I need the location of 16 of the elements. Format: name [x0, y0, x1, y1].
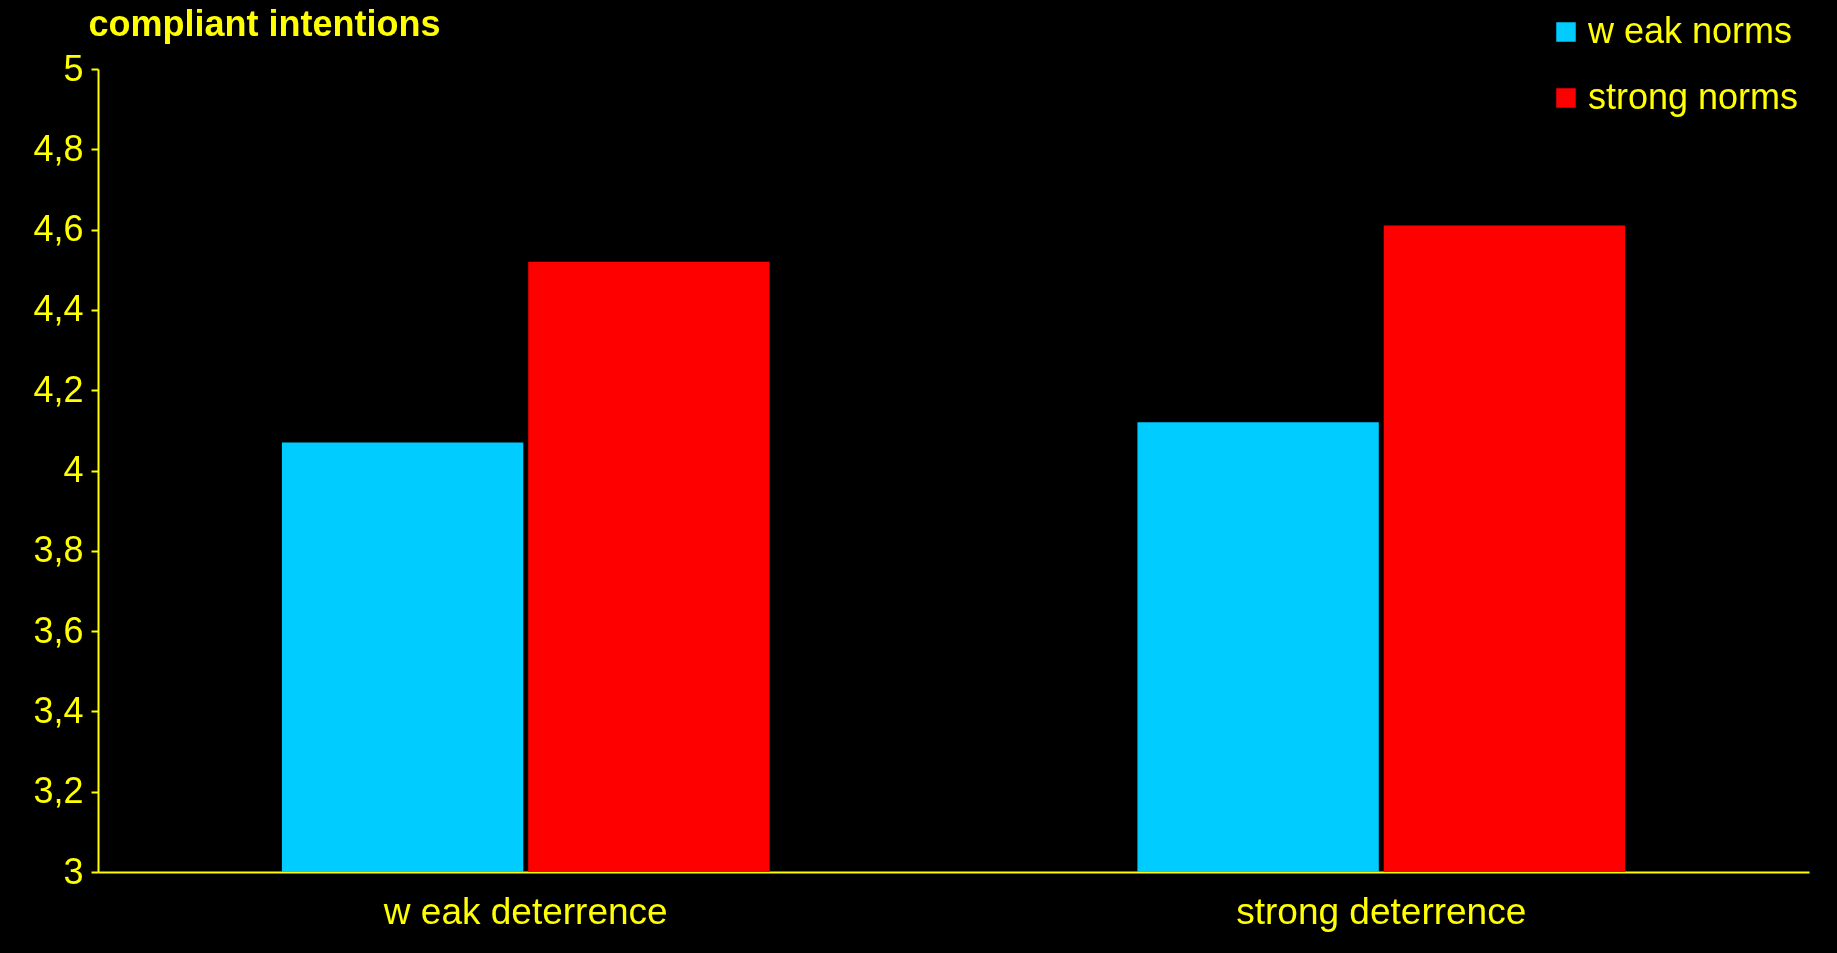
y-tick-label: 4,6	[33, 208, 84, 250]
y-tick-label: 3,2	[33, 770, 84, 812]
legend-label: w eak norms	[1587, 10, 1793, 51]
y-tick-label: 4,8	[33, 127, 84, 169]
y-tick-label: 3	[63, 850, 84, 892]
y-tick-label: 4,2	[33, 368, 84, 410]
y-tick-label: 3,8	[33, 529, 84, 571]
y-tick-label: 3,4	[33, 689, 84, 731]
y-tick-label: 5	[63, 47, 84, 89]
y-tick-label: 4	[63, 449, 84, 490]
y-axis-title: compliant intentions	[88, 2, 441, 44]
legend-label: strong norms	[1588, 76, 1799, 117]
x-tick-label: strong deterrence	[1236, 890, 1527, 932]
y-tick-label: 3,6	[33, 609, 84, 651]
y-tick-label: 4,4	[33, 288, 84, 330]
x-tick-label: w eak deterrence	[382, 890, 668, 932]
